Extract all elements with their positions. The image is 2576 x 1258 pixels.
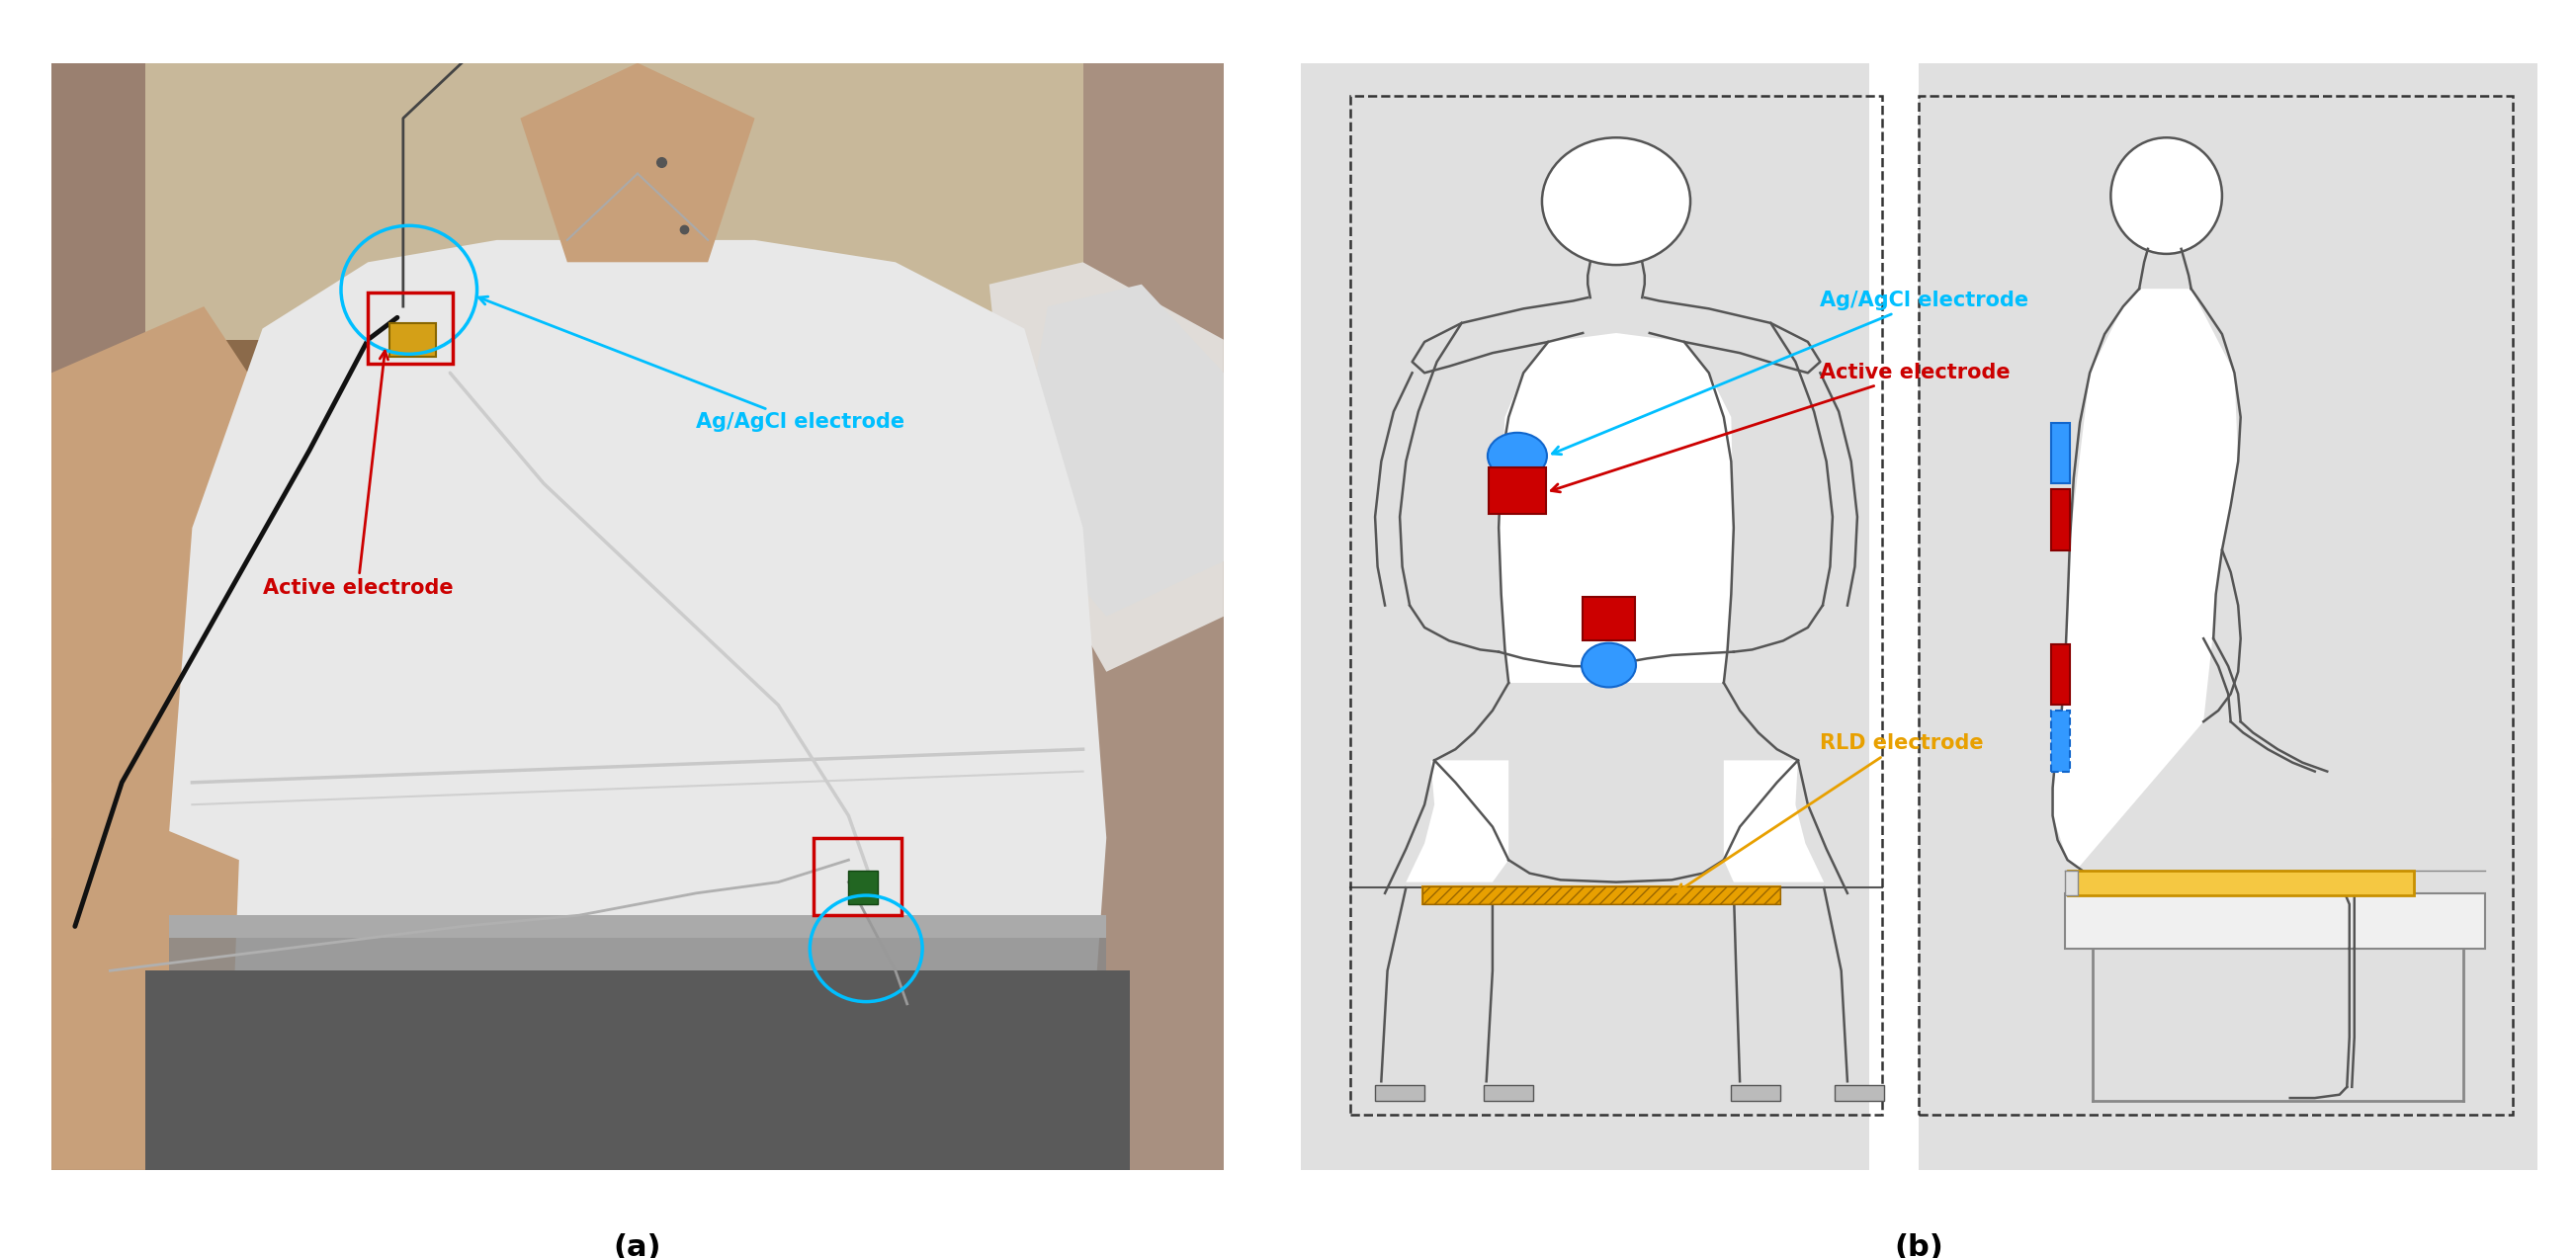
Polygon shape	[170, 240, 1108, 1170]
Ellipse shape	[1543, 137, 1690, 265]
Text: Active electrode: Active electrode	[1551, 362, 2012, 492]
Polygon shape	[520, 63, 755, 262]
Bar	[1919, 96, 2512, 1115]
Bar	[1301, 63, 1919, 1170]
Text: (a): (a)	[613, 1233, 662, 1258]
Bar	[1350, 96, 1883, 1115]
Bar	[2066, 893, 2486, 949]
Bar	[1489, 467, 1546, 513]
Bar	[1376, 1084, 1425, 1101]
Polygon shape	[1723, 760, 1824, 882]
Polygon shape	[2053, 289, 2339, 888]
Bar	[2069, 871, 2414, 896]
Polygon shape	[1406, 760, 1510, 882]
Bar	[1582, 596, 1636, 640]
Bar	[2050, 644, 2071, 704]
Bar	[2066, 871, 2076, 896]
Polygon shape	[989, 262, 1224, 672]
Bar	[814, 838, 902, 916]
Polygon shape	[1499, 333, 1734, 683]
Bar	[1834, 1084, 1886, 1101]
Bar	[2050, 489, 2071, 550]
Bar	[1484, 1084, 1533, 1101]
Text: Ag/AgCl electrode: Ag/AgCl electrode	[1553, 291, 2030, 454]
Text: (b): (b)	[1893, 1233, 1945, 1258]
Ellipse shape	[2110, 137, 2223, 254]
Bar	[1870, 63, 1919, 1170]
Bar	[52, 63, 1224, 340]
Bar	[2050, 423, 2071, 483]
Bar	[1082, 63, 1224, 1170]
Bar	[389, 323, 435, 356]
Bar	[368, 292, 453, 364]
Bar	[1422, 887, 1780, 905]
Polygon shape	[52, 307, 263, 860]
Bar	[1731, 1084, 1780, 1101]
Polygon shape	[1012, 284, 1224, 616]
Polygon shape	[52, 782, 240, 1170]
Ellipse shape	[1486, 433, 1548, 479]
Text: Active electrode: Active electrode	[263, 351, 453, 599]
Bar	[1422, 887, 1780, 905]
Ellipse shape	[1582, 643, 1636, 687]
Bar	[848, 871, 878, 905]
Bar	[170, 916, 1108, 937]
Bar	[2050, 711, 2071, 771]
Text: Ag/AgCl electrode: Ag/AgCl electrode	[479, 297, 904, 433]
Text: RLD electrode: RLD electrode	[1677, 733, 1984, 892]
Bar	[144, 971, 1131, 1170]
Bar	[52, 63, 144, 1170]
Bar	[170, 916, 1108, 993]
